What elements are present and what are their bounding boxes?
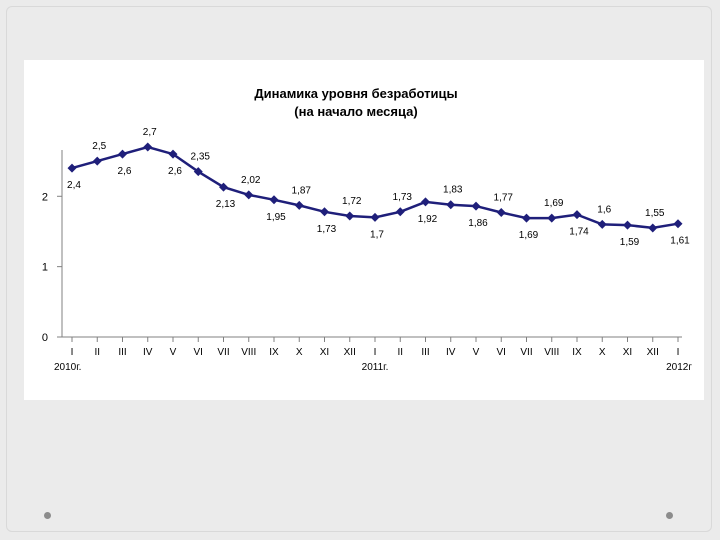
data-label: 1,74 (569, 227, 589, 238)
data-label: 2,4 (67, 180, 81, 191)
line-chart: Динамика уровня безработицы (на начало м… (42, 86, 692, 373)
chart-panel: Динамика уровня безработицы (на начало м… (24, 60, 704, 400)
data-label: 1,73 (317, 224, 337, 235)
data-point (395, 207, 405, 217)
x-tick-label: X (599, 347, 606, 358)
data-label: 2,6 (118, 166, 132, 177)
x-tick-label: II (397, 347, 403, 358)
x-tick-label: IX (269, 347, 279, 358)
y-tick-label: 0 (42, 332, 48, 344)
data-label: 2,7 (143, 127, 157, 138)
data-point (244, 190, 254, 200)
data-label: 1,83 (443, 185, 463, 196)
data-point (623, 220, 632, 230)
data-point (143, 142, 153, 152)
x-tick-label: III (118, 347, 126, 358)
data-label: 1,72 (342, 196, 362, 207)
x-tick-label: VIII (544, 347, 559, 358)
x-tick-label: XII (344, 347, 356, 358)
data-label: 1,77 (494, 192, 514, 203)
data-label: 1,59 (620, 237, 640, 248)
data-point (446, 200, 456, 210)
data-point (471, 201, 481, 211)
year-label: 2011г. (362, 362, 389, 373)
slide-frame (6, 6, 712, 532)
data-label: 2,6 (168, 166, 182, 177)
data-label: 2,13 (216, 199, 236, 210)
year-label: 2012г (666, 362, 692, 373)
data-point (168, 149, 178, 159)
x-tick-label: VI (497, 347, 506, 358)
data-point (370, 212, 380, 222)
data-label: 1,6 (597, 204, 611, 215)
x-tick-label: VII (520, 347, 532, 358)
data-point (320, 207, 329, 217)
data-label: 1,87 (292, 185, 312, 196)
x-tick-label: XI (320, 347, 329, 358)
decor-dot-left (44, 512, 51, 519)
x-tick-label: II (94, 347, 100, 358)
data-point (193, 167, 203, 177)
x-tick-label: VI (194, 347, 203, 358)
data-point (673, 219, 683, 229)
x-tick-label: XII (647, 347, 659, 358)
decor-dot-right (666, 512, 673, 519)
data-label: 1,7 (370, 229, 384, 240)
data-point (597, 219, 607, 229)
x-tick-label: I (71, 347, 74, 358)
data-point (294, 200, 304, 210)
data-label: 1,95 (266, 212, 286, 223)
x-tick-label: I (677, 347, 680, 358)
data-point (496, 207, 506, 217)
x-tick-label: IV (143, 347, 153, 358)
data-point (421, 197, 430, 207)
chart-title: Динамика уровня безработицы (254, 86, 457, 101)
chart-subtitle: (на начало месяца) (294, 104, 417, 119)
data-point (572, 210, 582, 220)
data-point (118, 149, 127, 159)
data-point (92, 156, 102, 166)
data-label: 1,69 (519, 230, 539, 241)
x-tick-label: XI (623, 347, 632, 358)
x-tick-label: X (296, 347, 303, 358)
data-label: 1,92 (418, 214, 438, 225)
x-tick-label: VIII (241, 347, 256, 358)
data-label: 1,55 (645, 208, 665, 219)
x-tick-label: V (473, 347, 480, 358)
data-label: 1,86 (468, 218, 488, 229)
data-point (522, 213, 531, 223)
data-label: 2,5 (92, 141, 106, 152)
data-label: 2,35 (191, 152, 211, 163)
data-point (269, 195, 279, 205)
data-point (547, 213, 557, 223)
year-label: 2010г. (54, 362, 81, 373)
data-label: 1,73 (393, 192, 413, 203)
data-label: 1,61 (670, 236, 690, 247)
x-tick-label: III (421, 347, 429, 358)
data-point (67, 163, 77, 173)
data-point (219, 182, 228, 192)
y-tick-label: 2 (42, 191, 48, 203)
x-tick-label: IX (572, 347, 582, 358)
x-tick-label: I (374, 347, 377, 358)
data-point (648, 223, 658, 233)
data-point (345, 211, 355, 221)
data-label: 2,02 (241, 175, 261, 186)
x-tick-label: IV (446, 347, 456, 358)
data-label: 1,69 (544, 198, 564, 209)
y-tick-label: 1 (42, 262, 48, 274)
x-tick-label: VII (217, 347, 229, 358)
x-tick-label: V (170, 347, 177, 358)
